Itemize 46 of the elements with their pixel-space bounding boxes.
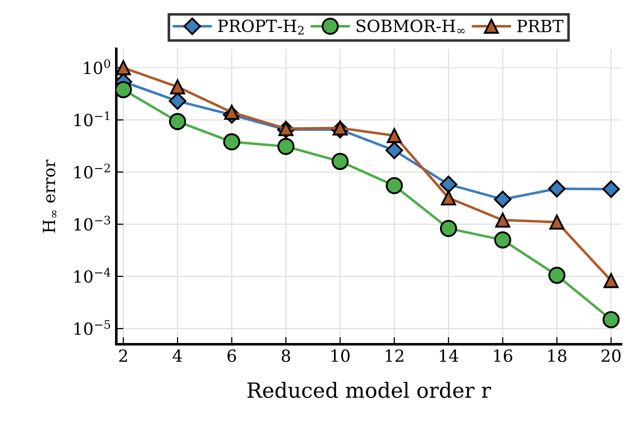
- y-tick-label: 10$^{−1}$: [74, 111, 110, 126]
- point: [168, 113, 186, 130]
- legend-label: PRBT: [517, 20, 564, 32]
- point: [223, 133, 240, 150]
- x-tick-label: 8: [282, 349, 290, 362]
- legend-label: PROPT-H$_{2}$: [218, 20, 304, 35]
- point: [604, 273, 619, 288]
- point: [386, 177, 403, 194]
- x-tick-label: 18: [548, 349, 566, 362]
- x-tick-label: 20: [602, 349, 621, 362]
- point: [495, 212, 510, 228]
- point: [386, 142, 404, 160]
- y-tick-label: 10$^{0}$: [84, 59, 110, 74]
- point: [277, 138, 294, 155]
- x-tick-label: 10: [332, 349, 350, 362]
- y-axis-title: H$_{∞}$ error: [42, 160, 56, 233]
- point: [440, 176, 458, 194]
- x-tick-label: 16: [494, 349, 512, 362]
- point: [116, 60, 131, 76]
- point: [332, 120, 348, 136]
- point: [224, 104, 240, 120]
- x-tick-label: 4: [172, 349, 182, 362]
- x-tick-label: 6: [228, 349, 236, 362]
- point: [440, 220, 458, 237]
- point: [549, 214, 564, 230]
- point: [332, 152, 349, 170]
- point: [116, 81, 132, 98]
- x-tick-label: 12: [386, 349, 404, 362]
- point: [386, 128, 402, 144]
- y-tick-label: 10$^{−2}$: [74, 164, 110, 179]
- y-tick-label: 10$^{−5}$: [74, 320, 110, 336]
- x-tick-label: 14: [440, 349, 458, 362]
- y-tick-label: 10$^{−4}$: [74, 268, 110, 283]
- point: [602, 311, 620, 328]
- x-tick-label: 2: [119, 349, 128, 362]
- point: [494, 231, 512, 248]
- x-axis-title: Reduced model order r: [248, 382, 492, 398]
- point: [494, 190, 512, 208]
- point: [168, 92, 186, 110]
- point: [441, 190, 456, 206]
- legend-label: SOBMOR-H$_{∞}$: [356, 20, 465, 34]
- point: [602, 180, 620, 198]
- point: [548, 266, 566, 284]
- y-tick-label: 10$^{−3}$: [74, 216, 110, 231]
- point: [548, 180, 566, 198]
- point: [170, 79, 186, 94]
